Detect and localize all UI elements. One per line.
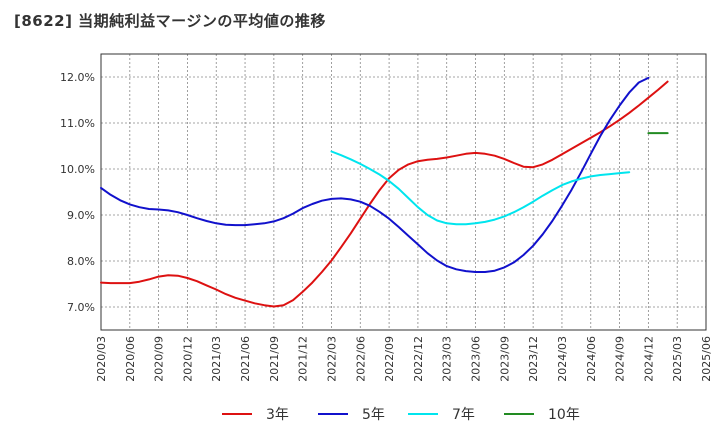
legend: 3年 5年 7年 10年 — [222, 407, 580, 423]
x-tick-label: 2021/09 — [268, 336, 281, 382]
y-tick-label: 12.0% — [60, 71, 95, 84]
y-tick-label: 9.0% — [67, 209, 95, 222]
x-tick-label: 2023/09 — [498, 336, 511, 382]
x-tick-label: 2024/03 — [556, 336, 569, 382]
x-tick-label: 2023/06 — [470, 336, 483, 382]
x-tick-label: 2024/12 — [642, 336, 655, 382]
legend-label: 7年 — [452, 407, 475, 423]
x-tick-label: 2023/03 — [441, 336, 454, 382]
x-tick-label: 2024/09 — [614, 336, 627, 382]
x-tick-label: 2020/03 — [95, 336, 108, 382]
x-tick-label: 2021/06 — [239, 336, 252, 382]
legend-label: 10年 — [548, 407, 580, 423]
axes: 7.0% 8.0% 9.0% 10.0% 11.0% 12.0% 2020/03 2020/0… — [60, 53, 713, 382]
series-line-5年 — [100, 76, 650, 273]
x-tick-label: 2025/06 — [700, 336, 713, 382]
x-tick-label: 2020/06 — [124, 336, 137, 382]
grid — [100, 54, 707, 330]
x-tick-label: 2022/09 — [383, 336, 396, 382]
chart-title: [8622] 当期純利益マージンの平均値の推移 — [14, 12, 326, 30]
x-tick-label: 2021/03 — [210, 336, 223, 382]
x-tick-label: 2022/06 — [354, 336, 367, 382]
x-tick-label: 2020/12 — [181, 336, 194, 382]
y-tick-label: 7.0% — [67, 301, 95, 314]
y-tick-label: 8.0% — [67, 255, 95, 268]
series-line-7年 — [330, 150, 631, 226]
y-tick-label: 11.0% — [60, 117, 95, 130]
x-tick-label: 2024/06 — [585, 336, 598, 382]
y-tick-label: 10.0% — [60, 163, 95, 176]
x-tick-label: 2022/03 — [325, 336, 338, 382]
x-tick-label: 2022/12 — [412, 336, 425, 382]
legend-label: 3年 — [266, 407, 289, 423]
plot-frame — [100, 53, 707, 331]
x-tick-label: 2020/09 — [153, 336, 166, 382]
x-tick-label: 2023/12 — [527, 336, 540, 382]
legend-label: 5年 — [362, 407, 385, 423]
x-tick-label: 2021/12 — [297, 336, 310, 382]
series-lines — [100, 76, 669, 308]
x-tick-label: 2025/03 — [671, 336, 684, 382]
series-line-3年 — [100, 80, 669, 308]
